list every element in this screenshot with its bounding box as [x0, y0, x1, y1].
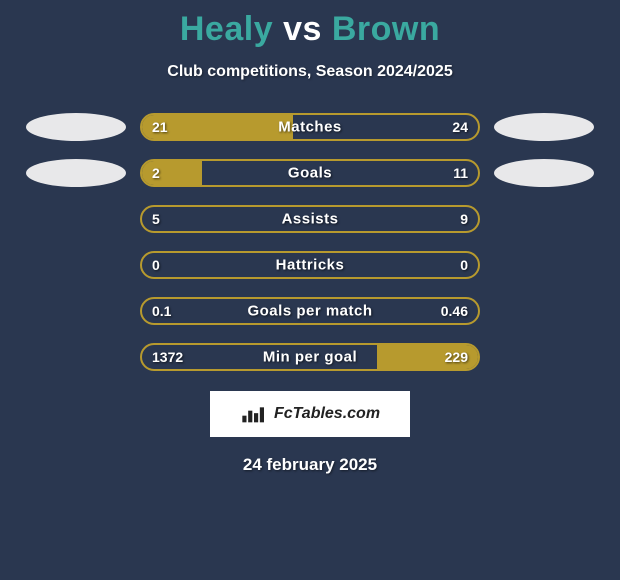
player2-name: Brown: [332, 10, 440, 48]
stat-row: 0 0 Hattricks: [26, 251, 594, 279]
stat-label: Goals: [288, 165, 332, 182]
player1-name: Healy: [180, 10, 273, 48]
stat-label: Assists: [282, 211, 339, 228]
stat-value-left: 0: [152, 257, 160, 273]
stat-label: Matches: [278, 119, 342, 136]
stat-label: Min per goal: [263, 349, 357, 366]
badge-text: FcTables.com: [274, 405, 380, 423]
comparison-title: Healy vs Brown: [0, 0, 620, 49]
stat-row: 5 9 Assists: [26, 205, 594, 233]
stat-value-left: 21: [152, 119, 168, 135]
stat-value-right: 229: [445, 349, 468, 365]
date-text: 24 february 2025: [0, 455, 620, 475]
vs-text: vs: [283, 10, 322, 48]
stat-value-right: 0.46: [441, 303, 468, 319]
stat-value-left: 5: [152, 211, 160, 227]
stats-container: 2124Matches211Goals59Assists00Hattricks0…: [0, 113, 620, 371]
stat-bar: 0 0 Hattricks: [140, 251, 480, 279]
stat-bar: 5 9 Assists: [140, 205, 480, 233]
player1-avatar: [26, 113, 126, 141]
stat-bar: 2 11 Goals: [140, 159, 480, 187]
source-badge: FcTables.com: [210, 391, 410, 437]
stat-row: 2 11 Goals: [26, 159, 594, 187]
player1-avatar: [26, 159, 126, 187]
stat-label: Hattricks: [276, 257, 345, 274]
stat-row: 21 24 Matches: [26, 113, 594, 141]
player2-avatar: [494, 159, 594, 187]
stat-bar: 1372 229 Min per goal: [140, 343, 480, 371]
stat-row: 1372 229 Min per goal: [26, 343, 594, 371]
stat-value-right: 24: [452, 119, 468, 135]
stat-value-left: 0.1: [152, 303, 171, 319]
stat-value-left: 2: [152, 165, 160, 181]
stat-value-left: 1372: [152, 349, 183, 365]
stat-value-right: 11: [453, 165, 468, 181]
subtitle: Club competitions, Season 2024/2025: [0, 63, 620, 81]
stat-label: Goals per match: [247, 303, 372, 320]
chart-icon: [240, 404, 268, 424]
stat-bar: 0.1 0.46 Goals per match: [140, 297, 480, 325]
stat-bar: 21 24 Matches: [140, 113, 480, 141]
player2-avatar: [494, 113, 594, 141]
stat-value-right: 9: [460, 211, 468, 227]
stat-row: 0.1 0.46 Goals per match: [26, 297, 594, 325]
stat-value-right: 0: [460, 257, 468, 273]
